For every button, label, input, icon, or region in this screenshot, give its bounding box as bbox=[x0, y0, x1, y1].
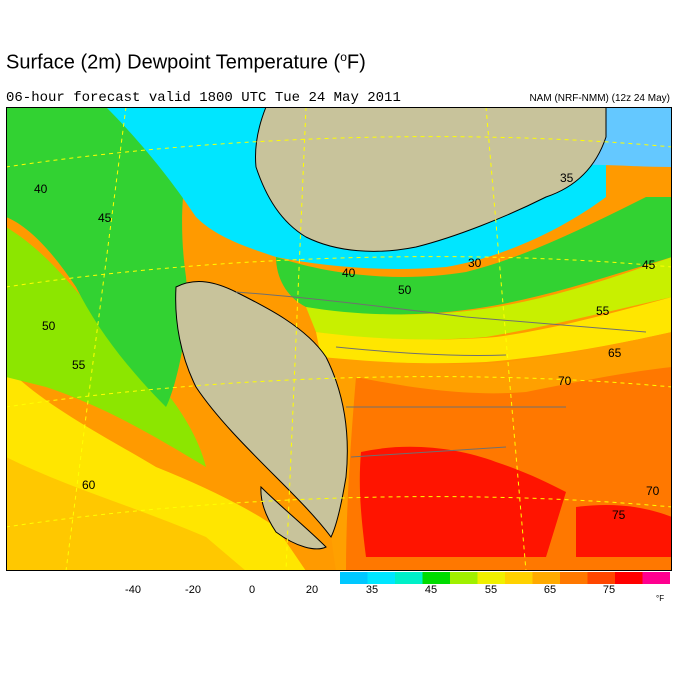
contour-label: 50 bbox=[42, 319, 56, 333]
title-text: Surface (2m) Dewpoint Temperature ( bbox=[6, 51, 341, 74]
gulf-red-region bbox=[359, 446, 566, 557]
colorbar-tick: 45 bbox=[424, 584, 438, 596]
colorbar-unit: °F bbox=[656, 594, 665, 603]
contour-label: 30 bbox=[468, 256, 482, 270]
colorbar-tick: 35 bbox=[365, 584, 379, 596]
contour-label: 60 bbox=[82, 478, 96, 492]
graticule-lines bbox=[6, 107, 672, 571]
contour-label: 40 bbox=[34, 182, 48, 196]
contour-label: 40 bbox=[342, 266, 356, 280]
contour-label: 45 bbox=[98, 211, 112, 225]
title-unit: F) bbox=[346, 51, 366, 74]
contour-label: 70 bbox=[646, 484, 660, 498]
model-label: NAM (NRF-NMM) (12z 24 May) bbox=[529, 93, 670, 104]
colorbar-tick: 65 bbox=[543, 584, 557, 596]
western-land-mask bbox=[175, 281, 348, 538]
colorbar-tick: 0 bbox=[248, 584, 256, 596]
colorbar-swatch bbox=[615, 572, 643, 584]
ocean-green-dark-region bbox=[6, 107, 206, 407]
canada-land-mask bbox=[255, 107, 607, 252]
yellow-green-region bbox=[306, 257, 672, 340]
colorbar bbox=[340, 572, 670, 584]
chart-title: Surface (2m) Dewpoint Temperature (oF) bbox=[6, 50, 366, 75]
map-frame bbox=[6, 107, 672, 571]
colorbar-swatch bbox=[560, 572, 588, 584]
contour-label: 50 bbox=[398, 283, 412, 297]
colorbar-tick: 20 bbox=[305, 584, 319, 596]
colorbar-swatch bbox=[532, 572, 561, 584]
colorbar-tick: 55 bbox=[484, 584, 498, 596]
forecast-subtitle: 06-hour forecast valid 1800 UTC Tue 24 M… bbox=[6, 90, 401, 106]
contour-label: 55 bbox=[72, 358, 86, 372]
ocean-light-orange-region bbox=[6, 457, 246, 571]
colorbar-swatch bbox=[395, 572, 423, 584]
dewpoint-map: 40 45 50 55 60 35 40 30 45 50 55 65 70 7… bbox=[6, 107, 672, 571]
mexico-land-mask bbox=[260, 485, 327, 550]
colorbar-swatch bbox=[367, 572, 396, 584]
colorbar-tick: -20 bbox=[185, 584, 201, 596]
contour-label: 55 bbox=[596, 304, 610, 318]
colorbar-swatch bbox=[477, 572, 506, 584]
green-band-region bbox=[276, 197, 672, 315]
title-degree: o bbox=[340, 50, 347, 64]
colorbar-swatch bbox=[642, 572, 670, 584]
contour-label: 35 bbox=[560, 171, 574, 185]
contour-label: 65 bbox=[608, 346, 622, 360]
caribbean-red-region bbox=[576, 505, 672, 557]
contour-label: 45 bbox=[642, 258, 656, 272]
colorbar-tick: -40 bbox=[125, 584, 141, 596]
colorbar-tick: 75 bbox=[602, 584, 616, 596]
colorbar-swatch bbox=[587, 572, 616, 584]
ocean-green-region bbox=[6, 227, 206, 467]
political-borders bbox=[235, 291, 647, 458]
colorbar-swatch bbox=[505, 572, 533, 584]
colorbar-swatch bbox=[340, 572, 368, 584]
colorbar-swatch bbox=[422, 572, 451, 584]
colorbar-swatch bbox=[450, 572, 478, 584]
contour-label: 70 bbox=[558, 374, 572, 388]
yellow-band-region bbox=[316, 297, 672, 364]
contour-label: 75 bbox=[612, 508, 626, 522]
